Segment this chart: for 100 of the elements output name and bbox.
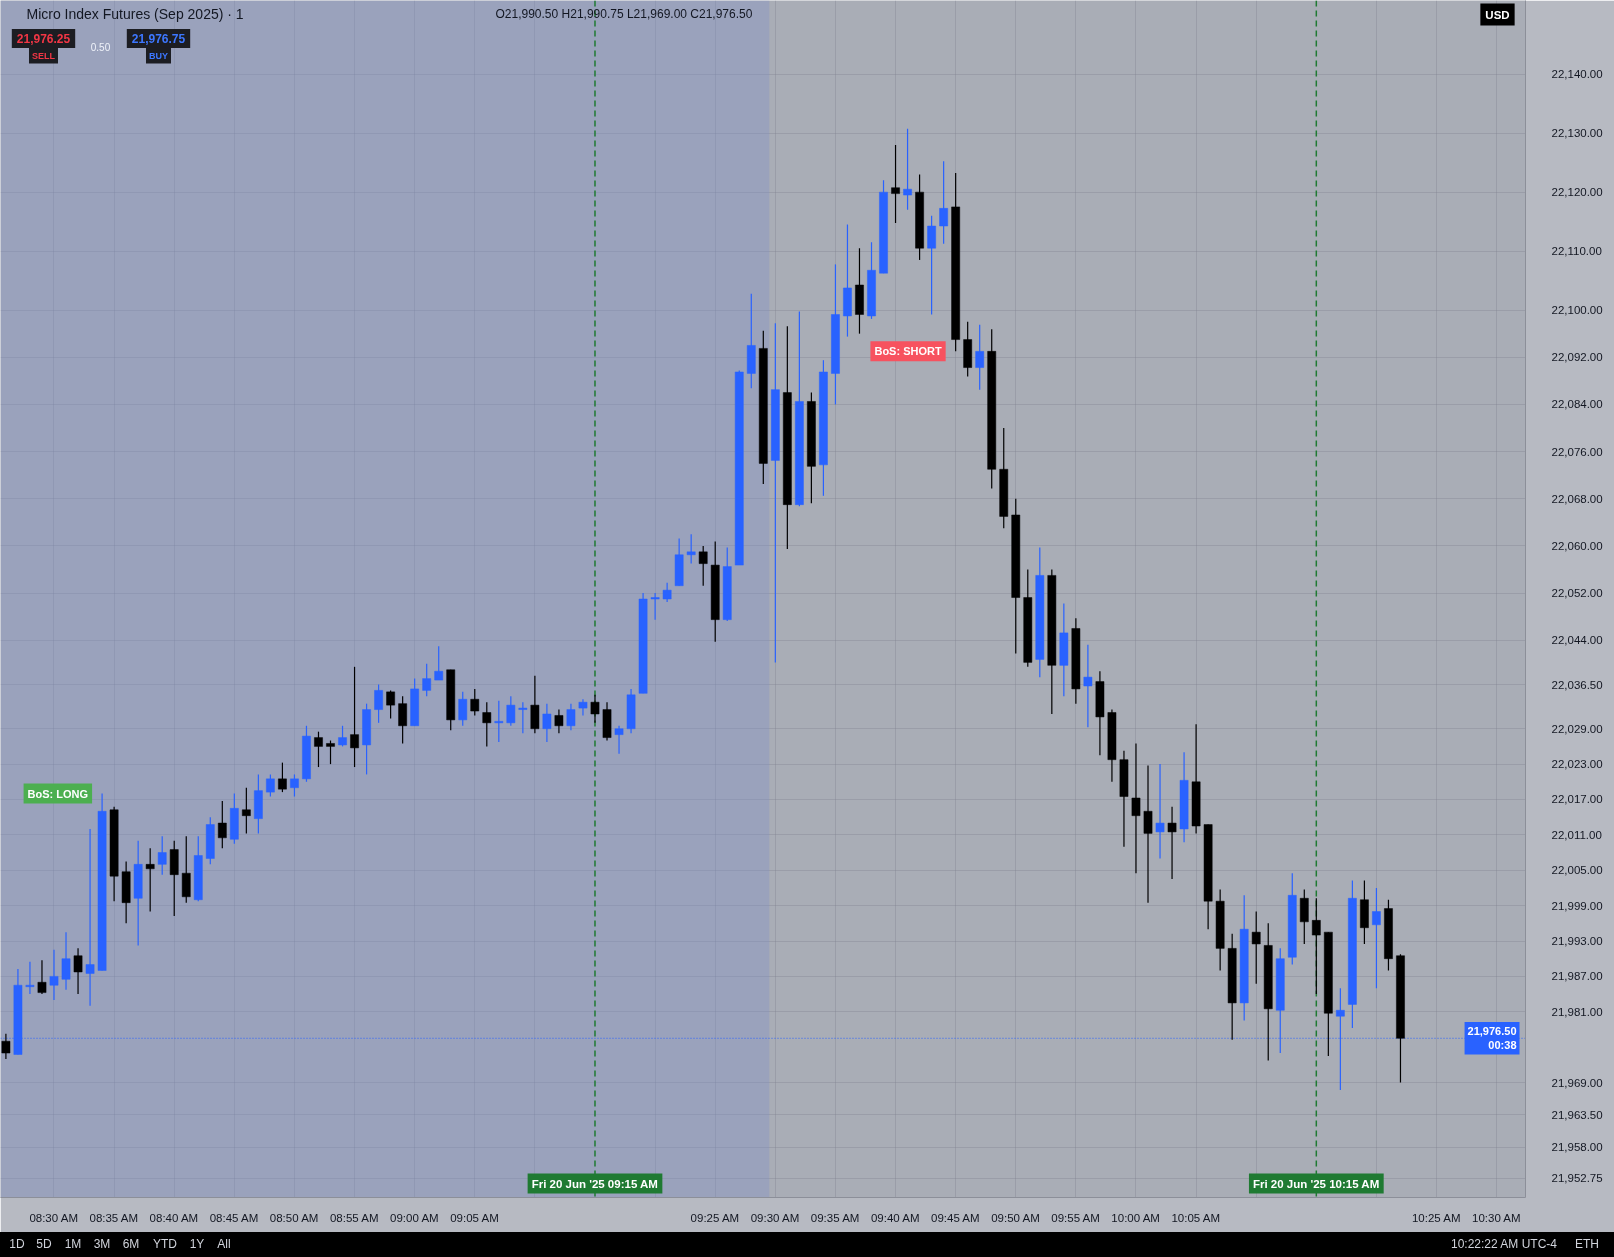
candlestick xyxy=(25,961,35,995)
x-tick-label: 09:00 AM xyxy=(390,1211,439,1224)
y-tick-label: 22,084.00 xyxy=(1551,398,1603,411)
candlestick xyxy=(145,847,155,913)
y-tick-label: 22,011.00 xyxy=(1551,828,1602,841)
candlestick xyxy=(698,545,708,587)
candlestick xyxy=(350,666,359,768)
candlestick xyxy=(242,787,251,834)
text: 10:22:22 AM UTC-4 xyxy=(1450,1235,1558,1253)
x-tick-label: 10:30 AM xyxy=(1472,1211,1521,1224)
y-tick-label: 22,005.00 xyxy=(1551,864,1603,877)
candlestick xyxy=(326,739,335,765)
candlestick xyxy=(157,835,167,876)
y-tick-label: 22,110.00 xyxy=(1551,245,1602,258)
candlestick xyxy=(927,215,936,316)
candlestick xyxy=(290,773,299,798)
candlestick xyxy=(554,708,564,734)
y-tick-label: 22,130.00 xyxy=(1551,127,1603,140)
text: 1M xyxy=(64,1235,82,1253)
x-tick-label: 09:50 AM xyxy=(991,1211,1040,1224)
y-tick-label: 22,029.00 xyxy=(1551,722,1603,735)
y-tick-label: 22,100.00 xyxy=(1551,304,1603,317)
annotation: BUY xyxy=(149,50,169,61)
candlestick xyxy=(614,725,624,755)
annotation: O21,990.50 H21,990.75 L21,969.00 C21,976.50 xyxy=(495,6,753,21)
annotation: 0.50 xyxy=(90,41,111,53)
candlestick xyxy=(278,762,287,793)
candlestick xyxy=(1299,888,1309,945)
candlestick xyxy=(1311,897,1321,995)
y-tick-label: 21,999.00 xyxy=(1551,899,1603,912)
chart-title: Micro Index Futures (Sep 2025) · 1 xyxy=(26,5,244,22)
candlestick xyxy=(1143,764,1153,904)
y-tick-label: 21,969.00 xyxy=(1551,1076,1603,1089)
annotation: USD xyxy=(1485,8,1510,21)
text: 1D xyxy=(9,1235,25,1253)
y-tick-label: 22,052.00 xyxy=(1551,587,1603,600)
candlestick xyxy=(518,701,528,734)
candlestick xyxy=(49,949,59,1001)
candlestick xyxy=(1251,910,1261,985)
x-tick-label: 09:05 AM xyxy=(450,1211,499,1224)
y-tick-label: 22,092.00 xyxy=(1551,351,1603,364)
x-tick-label: 08:55 AM xyxy=(329,1211,379,1224)
ref-line-label: Fri 20 Jun '25 09:15 AM xyxy=(531,1177,658,1190)
candlestick xyxy=(1083,644,1093,728)
y-tick-label: 21,952.75 xyxy=(1551,1172,1603,1185)
candlestick xyxy=(1131,742,1141,874)
y-tick-label: 21,987.00 xyxy=(1551,970,1603,983)
candlestick xyxy=(85,828,95,1007)
annotation: 21,976.25 xyxy=(16,32,71,46)
candlestick xyxy=(470,688,480,717)
y-tick-label: 22,036.50 xyxy=(1551,678,1603,691)
candlestick xyxy=(1372,887,1381,989)
annotation: BoS: LONG xyxy=(27,787,89,800)
x-tick-label: 09:55 AM xyxy=(1051,1211,1100,1224)
y-tick-label: 22,076.00 xyxy=(1551,445,1603,458)
annotation: 21,976.75 xyxy=(131,32,186,46)
x-tick-label: 08:40 AM xyxy=(149,1211,199,1224)
candlestick xyxy=(530,675,540,734)
x-tick-label: 08:50 AM xyxy=(269,1211,319,1224)
y-tick-label: 21,993.00 xyxy=(1551,935,1603,947)
y-tick-label: 21,958.00 xyxy=(1551,1141,1603,1154)
candlestick xyxy=(903,128,912,211)
text: 3M xyxy=(93,1235,111,1253)
candlestick xyxy=(662,582,672,603)
text: All xyxy=(217,1235,231,1253)
y-tick-label: 21,981.00 xyxy=(1551,1005,1603,1018)
text: 6M xyxy=(122,1235,140,1253)
text: 5D xyxy=(36,1235,52,1253)
x-tick-label: 09:30 AM xyxy=(750,1211,800,1224)
candlestick xyxy=(578,698,588,717)
x-tick-label: 09:35 AM xyxy=(810,1211,860,1224)
candlestick xyxy=(314,731,323,768)
candlestick xyxy=(434,645,444,681)
y-tick-label: 21,963.50 xyxy=(1551,1108,1603,1121)
ref-line-label: 21,976.50 00:38 xyxy=(1467,1025,1517,1052)
annotation: SELL xyxy=(32,50,56,61)
x-tick-label: 09:45 AM xyxy=(931,1211,980,1224)
x-tick-label: 10:25 AM xyxy=(1411,1211,1461,1224)
candlestick xyxy=(566,703,576,731)
candlestick xyxy=(1155,763,1165,860)
text: ETH xyxy=(1575,1235,1599,1253)
candlestick xyxy=(482,701,492,748)
candlestick xyxy=(939,160,948,245)
text: YTD xyxy=(153,1235,177,1253)
x-tick-label: 10:00 AM xyxy=(1111,1211,1160,1224)
y-tick-label: 22,023.00 xyxy=(1551,758,1603,771)
candlestick xyxy=(374,683,383,724)
candlestick xyxy=(891,144,900,224)
y-tick-label: 22,140.00 xyxy=(1551,68,1603,81)
ref-line-label: Fri 20 Jun '25 10:15 AM xyxy=(1252,1177,1380,1190)
candlestick xyxy=(686,533,696,565)
candlestick xyxy=(1,1033,11,1060)
candlestick xyxy=(542,703,552,743)
x-tick-label: 08:35 AM xyxy=(89,1211,139,1224)
candlestick xyxy=(386,689,395,720)
candlestick xyxy=(181,835,191,904)
candlestick xyxy=(650,592,660,621)
candlestick xyxy=(590,694,600,724)
candlestick xyxy=(398,695,407,745)
y-tick-label: 22,017.00 xyxy=(1551,793,1603,806)
